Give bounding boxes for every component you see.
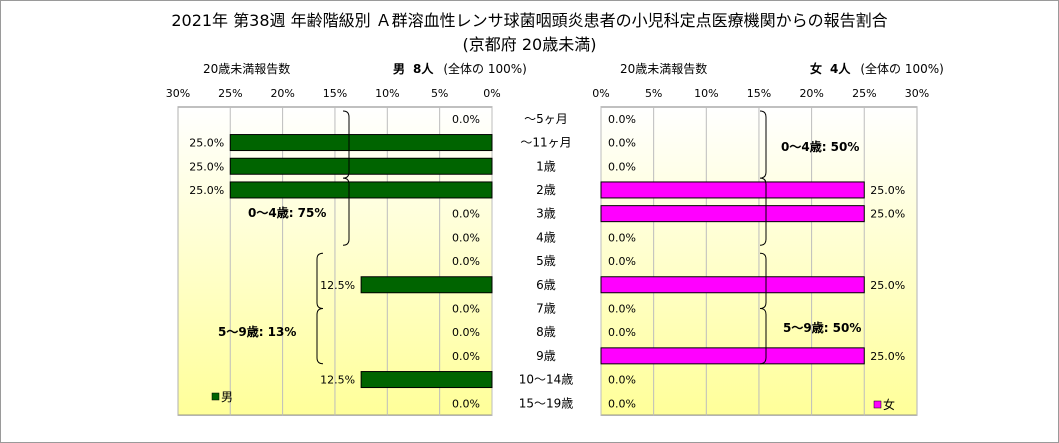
female-bar (600, 347, 865, 365)
male-tick-label: 0% (483, 87, 500, 100)
male-data-label: 0.0% (452, 397, 480, 410)
female-data-label: 0.0% (608, 374, 636, 387)
male-bar (229, 134, 493, 152)
female-summary: 女 4人 (全体の 100%) (810, 60, 944, 77)
female-tick-label: 5% (645, 87, 662, 100)
female-bar (600, 276, 865, 294)
male-label: 男 (393, 62, 406, 76)
female-legend-label: 女 (883, 397, 895, 412)
male-data-label: 0.0% (452, 208, 480, 221)
male-bar (360, 371, 493, 389)
female-tick-label: 15% (747, 87, 771, 100)
male-data-label: 0.0% (452, 113, 480, 126)
female-note: (全体の 100%) (860, 62, 944, 76)
category-label: 6歳 (536, 278, 556, 292)
female-tick-label: 30% (905, 87, 929, 100)
female-data-label: 25.0% (870, 184, 905, 197)
category-label: 5歳 (536, 254, 556, 268)
male-age-brace (342, 110, 350, 246)
female-bar (600, 205, 865, 223)
female-data-label: 0.0% (608, 302, 636, 315)
category-label: 1歳 (536, 159, 556, 173)
male-note: (全体の 100%) (443, 62, 527, 76)
female-tick-label: 10% (694, 87, 718, 100)
male-tick-label: 5% (431, 87, 448, 100)
female-age-brace (759, 252, 767, 365)
female-tick-label: 20% (799, 87, 823, 100)
male-legend-label: 男 (221, 390, 233, 404)
male-tick-label: 30% (166, 87, 190, 100)
female-label: 女 (810, 62, 823, 76)
female-data-label: 0.0% (608, 160, 636, 173)
category-label: 3歳 (536, 207, 556, 221)
chart-title: 2021年 第38週 年齢階級別 Ａ群溶血性レンサ球菌咽頭炎患者の小児科定点医療… (171, 11, 888, 30)
female-tick-label: 0% (592, 87, 609, 100)
female-legend-swatch (873, 400, 882, 409)
female-annotation-0-4: 0～4歳: 50% (781, 139, 859, 154)
male-data-label: 0.0% (452, 231, 480, 244)
male-data-label: 0.0% (452, 255, 480, 268)
female-tick-label: 25% (852, 87, 876, 100)
female-count: 4人 (830, 62, 851, 76)
category-label: 15～19歳 (519, 396, 574, 410)
female-bar (600, 181, 865, 199)
male-data-label: 25.0% (189, 137, 224, 150)
male-summary: 男 8人 (全体の 100%) (393, 60, 527, 77)
category-label: ～11ヶ月 (520, 136, 571, 150)
male-axis-title: 20歳未満報告数 (203, 62, 291, 76)
female-data-label: 25.0% (870, 279, 905, 292)
female-data-label: 0.0% (608, 255, 636, 268)
male-annotation-5-9: 5～9歳: 13% (218, 324, 296, 339)
male-bar (229, 181, 493, 199)
male-data-label: 0.0% (452, 326, 480, 339)
female-annotation-5-9: 5～9歳: 50% (783, 320, 861, 335)
category-label: 4歳 (536, 230, 556, 244)
female-data-label: 0.0% (608, 113, 636, 126)
category-label: 8歳 (536, 325, 556, 339)
category-label: 9歳 (536, 349, 556, 363)
male-data-label: 0.0% (452, 350, 480, 363)
category-label: 2歳 (536, 183, 556, 197)
female-data-label: 25.0% (870, 350, 905, 363)
male-tick-label: 15% (323, 87, 347, 100)
male-data-label: 25.0% (189, 160, 224, 173)
category-label: 7歳 (536, 301, 556, 315)
female-age-brace (759, 110, 767, 246)
female-data-label: 0.0% (608, 397, 636, 410)
category-label: 10～14歳 (519, 373, 574, 387)
male-annotation-0-4: 0～4歳: 75% (248, 205, 326, 220)
male-tick-label: 10% (375, 87, 399, 100)
chart-subtitle: (京都府 20歳未満) (462, 35, 597, 54)
female-axis-title: 20歳未満報告数 (620, 62, 708, 76)
male-count: 8人 (413, 62, 434, 76)
female-data-label: 0.0% (608, 326, 636, 339)
male-age-brace (316, 252, 324, 365)
male-data-label: 25.0% (189, 184, 224, 197)
male-tick-label: 20% (270, 87, 294, 100)
category-label: ～5ヶ月 (524, 112, 568, 126)
male-bar (360, 276, 493, 294)
female-data-label: 25.0% (870, 208, 905, 221)
male-data-label: 0.0% (452, 302, 480, 315)
female-data-label: 0.0% (608, 231, 636, 244)
male-bar (229, 157, 493, 175)
male-legend-swatch (211, 392, 220, 401)
male-data-label: 12.5% (320, 279, 355, 292)
male-data-label: 12.5% (320, 374, 355, 387)
male-tick-label: 25% (218, 87, 242, 100)
female-data-label: 0.0% (608, 137, 636, 150)
